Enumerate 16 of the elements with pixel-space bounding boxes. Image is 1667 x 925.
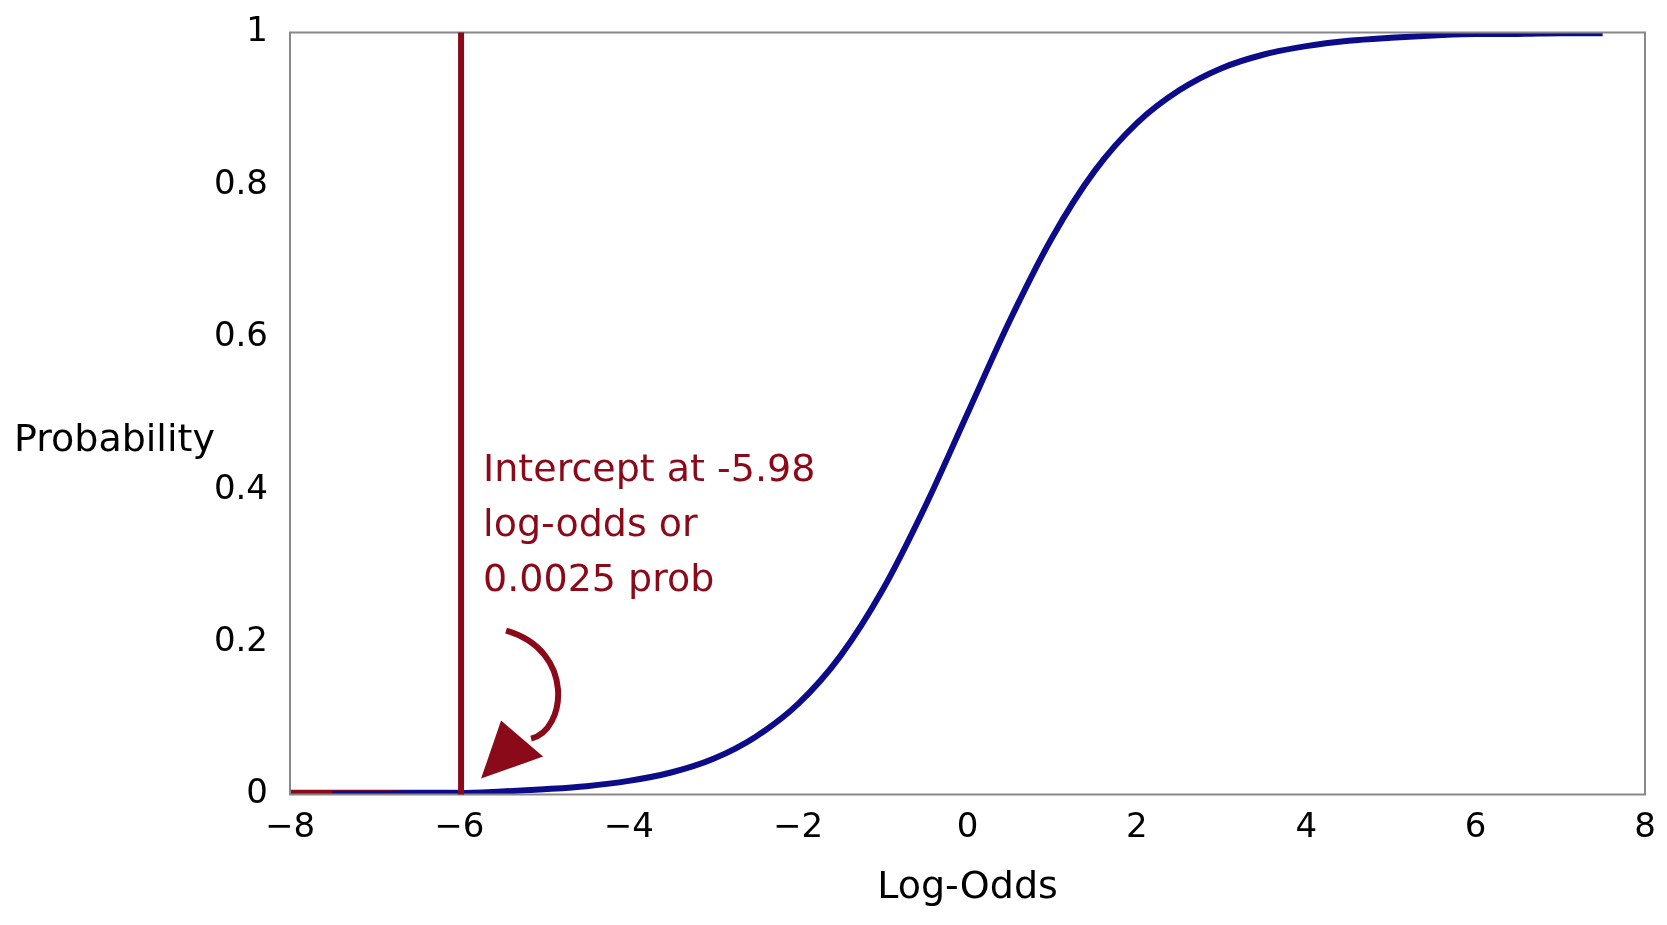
- x-tick-label: 4: [1295, 804, 1318, 845]
- x-tick-label: 0: [956, 804, 979, 845]
- y-tick-label: 0.8: [213, 161, 268, 202]
- y-tick-label: 0.4: [213, 466, 268, 507]
- x-tick-label: −2: [773, 804, 824, 845]
- x-tick-label: 8: [1634, 804, 1656, 845]
- y-tick-label: 0.6: [213, 314, 268, 355]
- y-tick-label: 1: [246, 9, 268, 50]
- x-tick-label: −6: [434, 804, 485, 845]
- x-tick-label: 2: [1126, 804, 1148, 845]
- y-axis-title: Probability: [14, 416, 215, 461]
- x-tick-label: −4: [603, 804, 654, 845]
- x-axis-title: Log-Odds: [877, 863, 1058, 908]
- annotation: Intercept at -5.98 log-odds or 0.0025 prob: [483, 445, 816, 600]
- y-tick-label: 0.2: [213, 618, 268, 659]
- x-tick-label: 6: [1464, 804, 1487, 845]
